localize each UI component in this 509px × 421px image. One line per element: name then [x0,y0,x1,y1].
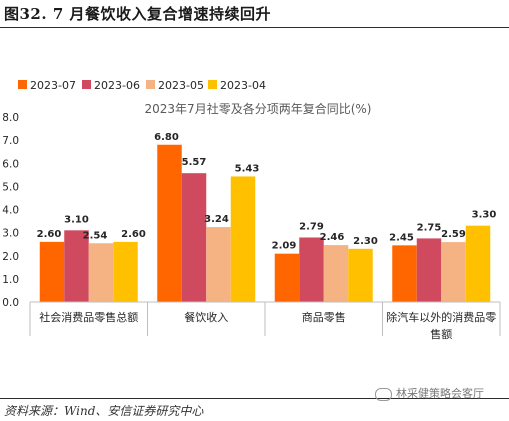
data-label: 2.59 [441,229,466,240]
data-label: 5.57 [182,157,207,168]
bar-2023-06-1 [181,173,207,302]
legend-swatch-2023-04 [208,80,217,89]
x-tick-label: 社会消费品零售总额 [39,310,138,324]
bar-2023-07-1 [157,144,182,302]
bar-2023-05-1 [206,227,231,302]
x-tick-label: 售额 [430,327,452,341]
data-label: 5.43 [235,163,260,174]
watermark-text: 林采健策略会客厅 [396,387,484,400]
bar-2023-04-2 [348,248,373,302]
bar-2023-07-2 [274,253,300,302]
bar-2023-05-3 [441,242,466,302]
bar-2023-04-1 [230,176,256,302]
legend-label-2023-05: 2023-05 [158,79,204,92]
y-tick-label: 7.0 [2,135,19,147]
legend-label-2023-06: 2023-06 [94,79,140,92]
data-label: 2.54 [83,230,108,241]
bar-2023-05-2 [323,245,349,302]
y-tick-label: 4.0 [2,205,19,217]
data-label: 3.30 [472,210,497,221]
x-tick-label: 除汽车以外的消费品零 [386,310,496,324]
data-label: 2.09 [272,241,297,252]
y-tick-label: 0.0 [2,297,19,309]
x-tick-label: 商品零售 [302,310,346,324]
bar-chart: 2023-07 2023-06 2023-05 2023-04 2023年7月社零及各… [2,79,501,341]
legend-label-2023-04: 2023-04 [220,79,266,92]
data-label: 2.60 [121,229,146,240]
y-tick-label: 2.0 [2,251,19,263]
data-label: 3.24 [204,214,229,225]
y-tick-label: 6.0 [2,158,19,170]
bar-2023-07-0 [39,241,65,302]
data-label: 2.45 [389,232,414,243]
bar-2023-05-0 [88,243,114,302]
data-label: 2.75 [417,222,442,233]
figure-title: 图32. 7 月餐饮收入复合增速持续回升 [4,5,271,23]
data-label: 6.80 [154,132,179,143]
bar-2023-07-3 [392,245,417,302]
y-tick-label: 3.0 [2,228,19,240]
legend-label-2023-07: 2023-07 [30,79,76,92]
source-note: 资料来源：Wind、安信证券研究中心 [4,404,204,418]
wechat-icon [375,387,392,401]
bar-2023-06-2 [299,237,324,302]
data-labels: 2.603.102.54 2.606.805.573.245.432.092.79… [37,132,497,252]
data-label: 2.46 [320,232,345,243]
y-tick-label: 8.0 [2,112,19,124]
y-tick-label: 5.0 [2,181,19,193]
source-divider [0,398,509,399]
bar-2023-04-0 [113,241,138,302]
watermark: 林采健策略会客厅 [375,385,484,401]
title-divider [0,27,509,28]
data-label: 2.30 [353,236,378,247]
y-axis: 0.0 1.0 2.0 3.0 4.0 5.0 6.0 7.0 8.0 [2,112,19,309]
legend: 2023-07 2023-06 2023-05 2023-04 [18,79,266,92]
data-label: 3.10 [64,214,89,225]
bar-2023-06-3 [416,238,442,302]
legend-swatch-2023-05 [146,80,155,89]
bar-2023-06-0 [64,230,89,302]
y-tick-label: 1.0 [2,274,19,286]
chart-title: 2023年7月社零及各分项两年复合同比(%) [145,101,372,116]
legend-swatch-2023-07 [18,80,27,89]
bar-2023-04-3 [465,225,491,302]
legend-swatch-2023-06 [82,80,91,89]
data-label: 2.79 [299,221,324,232]
bars [39,144,491,302]
data-label: 2.60 [37,229,62,240]
x-tick-label: 餐饮收入 [184,310,228,324]
